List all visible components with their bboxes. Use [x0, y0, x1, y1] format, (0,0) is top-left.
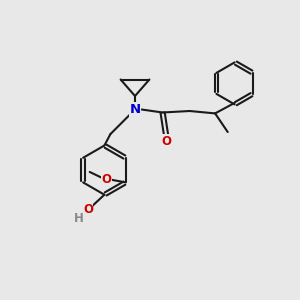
Text: O: O — [162, 135, 172, 148]
Text: N: N — [129, 103, 141, 116]
Text: O: O — [83, 203, 93, 216]
Text: O: O — [101, 173, 111, 186]
Text: H: H — [74, 212, 84, 225]
